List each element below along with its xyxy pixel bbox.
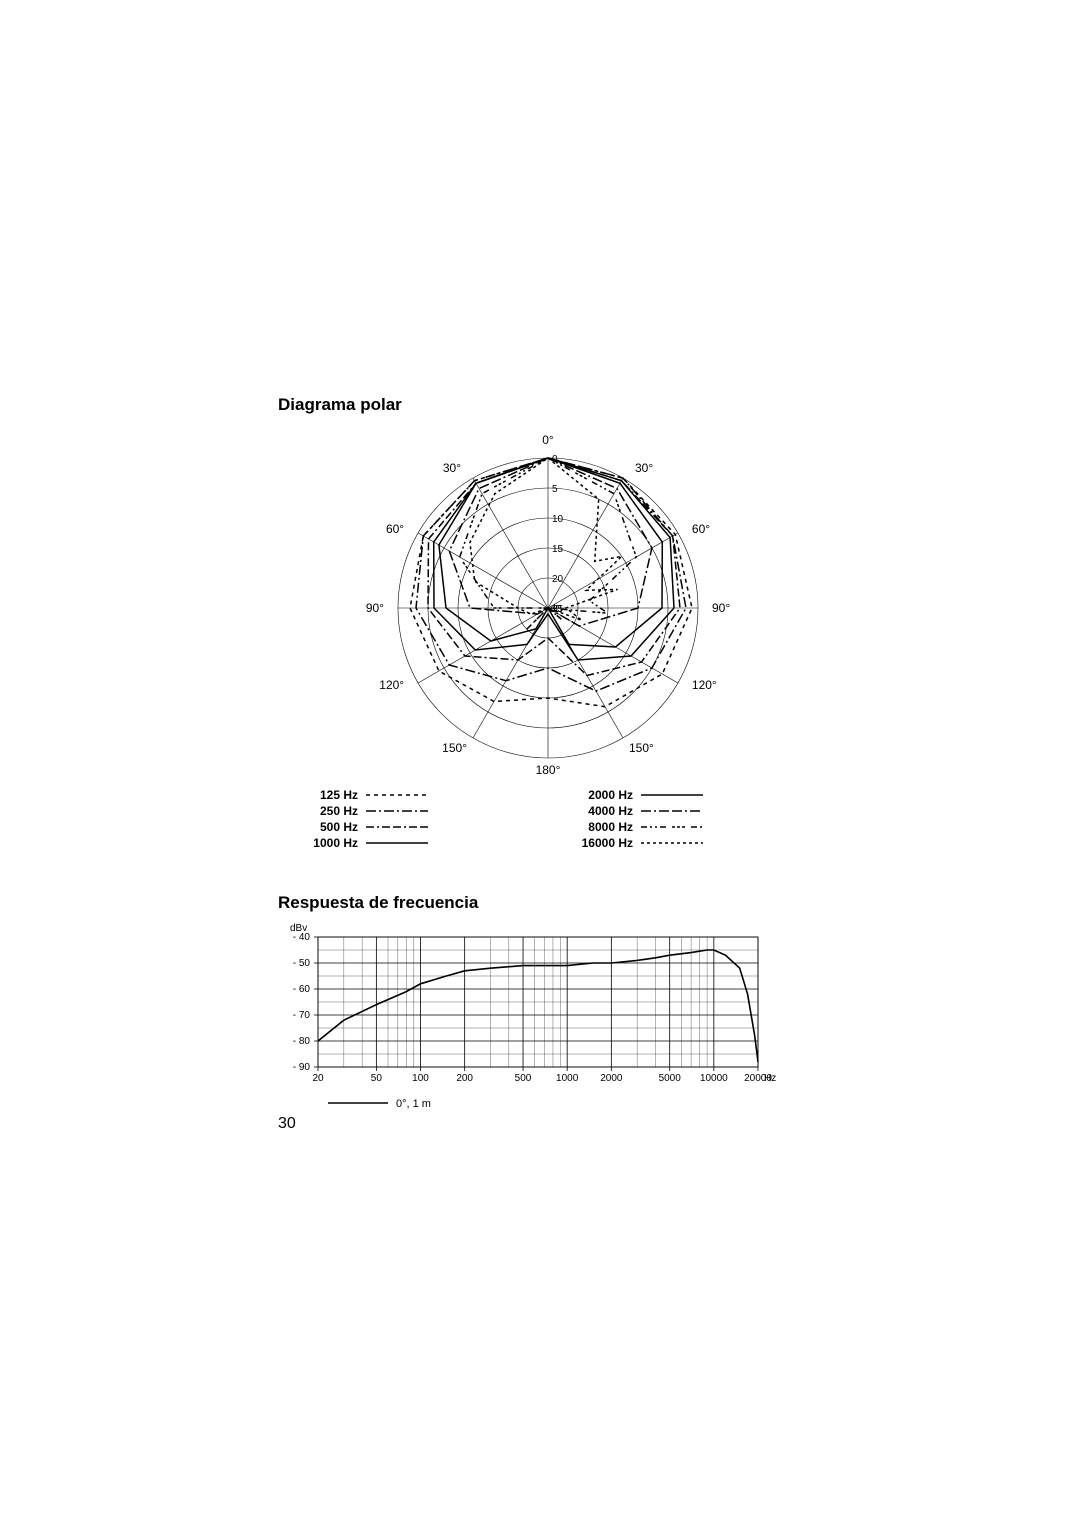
svg-text:- 50: - 50 [293,958,311,969]
svg-text:120°: 120° [692,678,717,692]
svg-text:5000: 5000 [659,1073,682,1084]
svg-text:1000: 1000 [556,1073,579,1084]
svg-text:20: 20 [552,574,564,585]
svg-text:2000: 2000 [600,1073,623,1084]
svg-text:150°: 150° [442,741,467,755]
polar-title: Diagrama polar [278,395,818,415]
svg-text:0°, 1 m: 0°, 1 m [396,1098,431,1110]
svg-text:15: 15 [552,544,564,555]
svg-text:30°: 30° [635,461,653,475]
svg-text:0°: 0° [542,433,554,447]
freq-chart: - 90- 80- 70- 60- 50- 40dBv2050100200500… [278,919,788,1079]
polar-diagram: 0510152025dB0°30°30°60°60°90°90°120°120°… [288,423,808,863]
svg-text:- 70: - 70 [293,1010,311,1021]
svg-text:60°: 60° [386,522,404,536]
svg-text:dBv: dBv [290,923,307,934]
svg-text:4000 Hz: 4000 Hz [588,804,633,818]
svg-text:8000 Hz: 8000 Hz [588,820,633,834]
svg-text:150°: 150° [629,741,654,755]
svg-text:1000 Hz: 1000 Hz [313,836,358,850]
page-number: 30 [278,1115,296,1133]
svg-text:200: 200 [456,1073,473,1084]
freq-title: Respuesta de frecuencia [278,893,818,913]
svg-text:- 80: - 80 [293,1036,311,1047]
svg-text:- 60: - 60 [293,984,311,995]
svg-text:30°: 30° [443,461,461,475]
svg-text:90°: 90° [712,601,730,615]
svg-text:10000: 10000 [700,1073,728,1084]
svg-text:125 Hz: 125 Hz [320,788,358,802]
svg-text:2000 Hz: 2000 Hz [588,788,633,802]
svg-text:250 Hz: 250 Hz [320,804,358,818]
svg-text:10: 10 [552,514,564,525]
svg-text:5: 5 [552,484,558,495]
svg-text:- 90: - 90 [293,1062,311,1073]
svg-text:16000 Hz: 16000 Hz [582,836,633,850]
svg-text:100: 100 [412,1073,429,1084]
svg-text:60°: 60° [692,522,710,536]
svg-text:180°: 180° [536,763,561,777]
svg-text:20: 20 [312,1073,324,1084]
svg-text:Hz: Hz [764,1073,776,1084]
svg-text:500: 500 [515,1073,532,1084]
svg-text:500 Hz: 500 Hz [320,820,358,834]
svg-text:50: 50 [371,1073,383,1084]
svg-text:120°: 120° [379,678,404,692]
svg-text:90°: 90° [366,601,384,615]
